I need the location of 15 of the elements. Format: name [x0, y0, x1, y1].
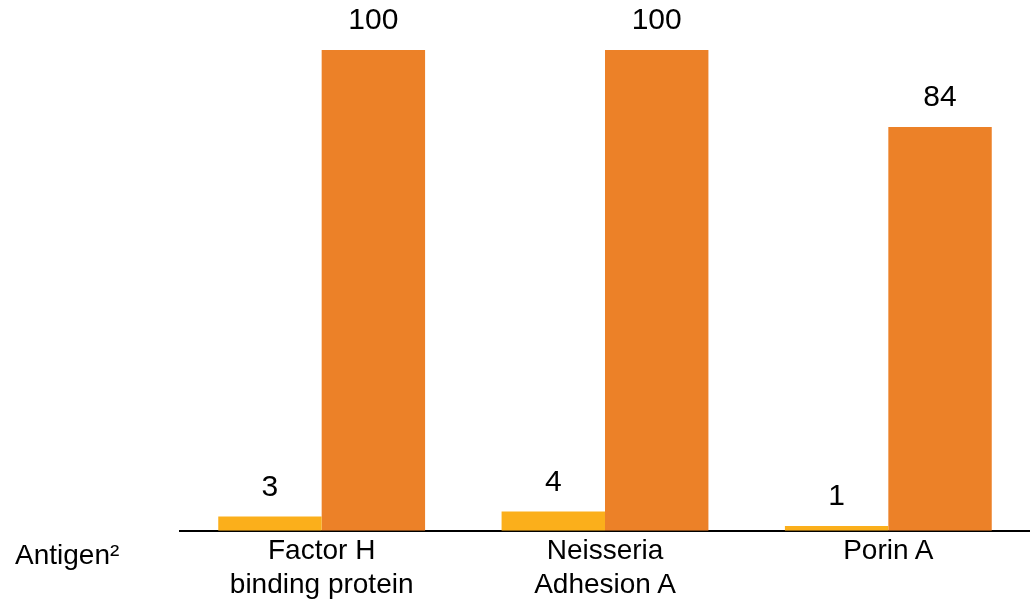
data-label: 100	[348, 2, 399, 36]
bar	[888, 126, 992, 531]
bar	[218, 516, 322, 531]
bar	[321, 50, 426, 531]
x-tick-label: Porin A	[843, 534, 934, 566]
bar	[501, 511, 605, 531]
x-axis-title: Antigen²	[15, 538, 120, 570]
x-tick-label: Neisseria Adhesion A	[534, 534, 677, 599]
data-label: 84	[923, 79, 957, 113]
x-tick-label: Factor H binding protein	[229, 534, 414, 599]
data-label: 100	[631, 2, 682, 36]
bar	[605, 50, 709, 531]
data-label: 4	[544, 463, 562, 497]
data-label: 1	[828, 478, 845, 512]
data-label: 3	[261, 468, 279, 502]
